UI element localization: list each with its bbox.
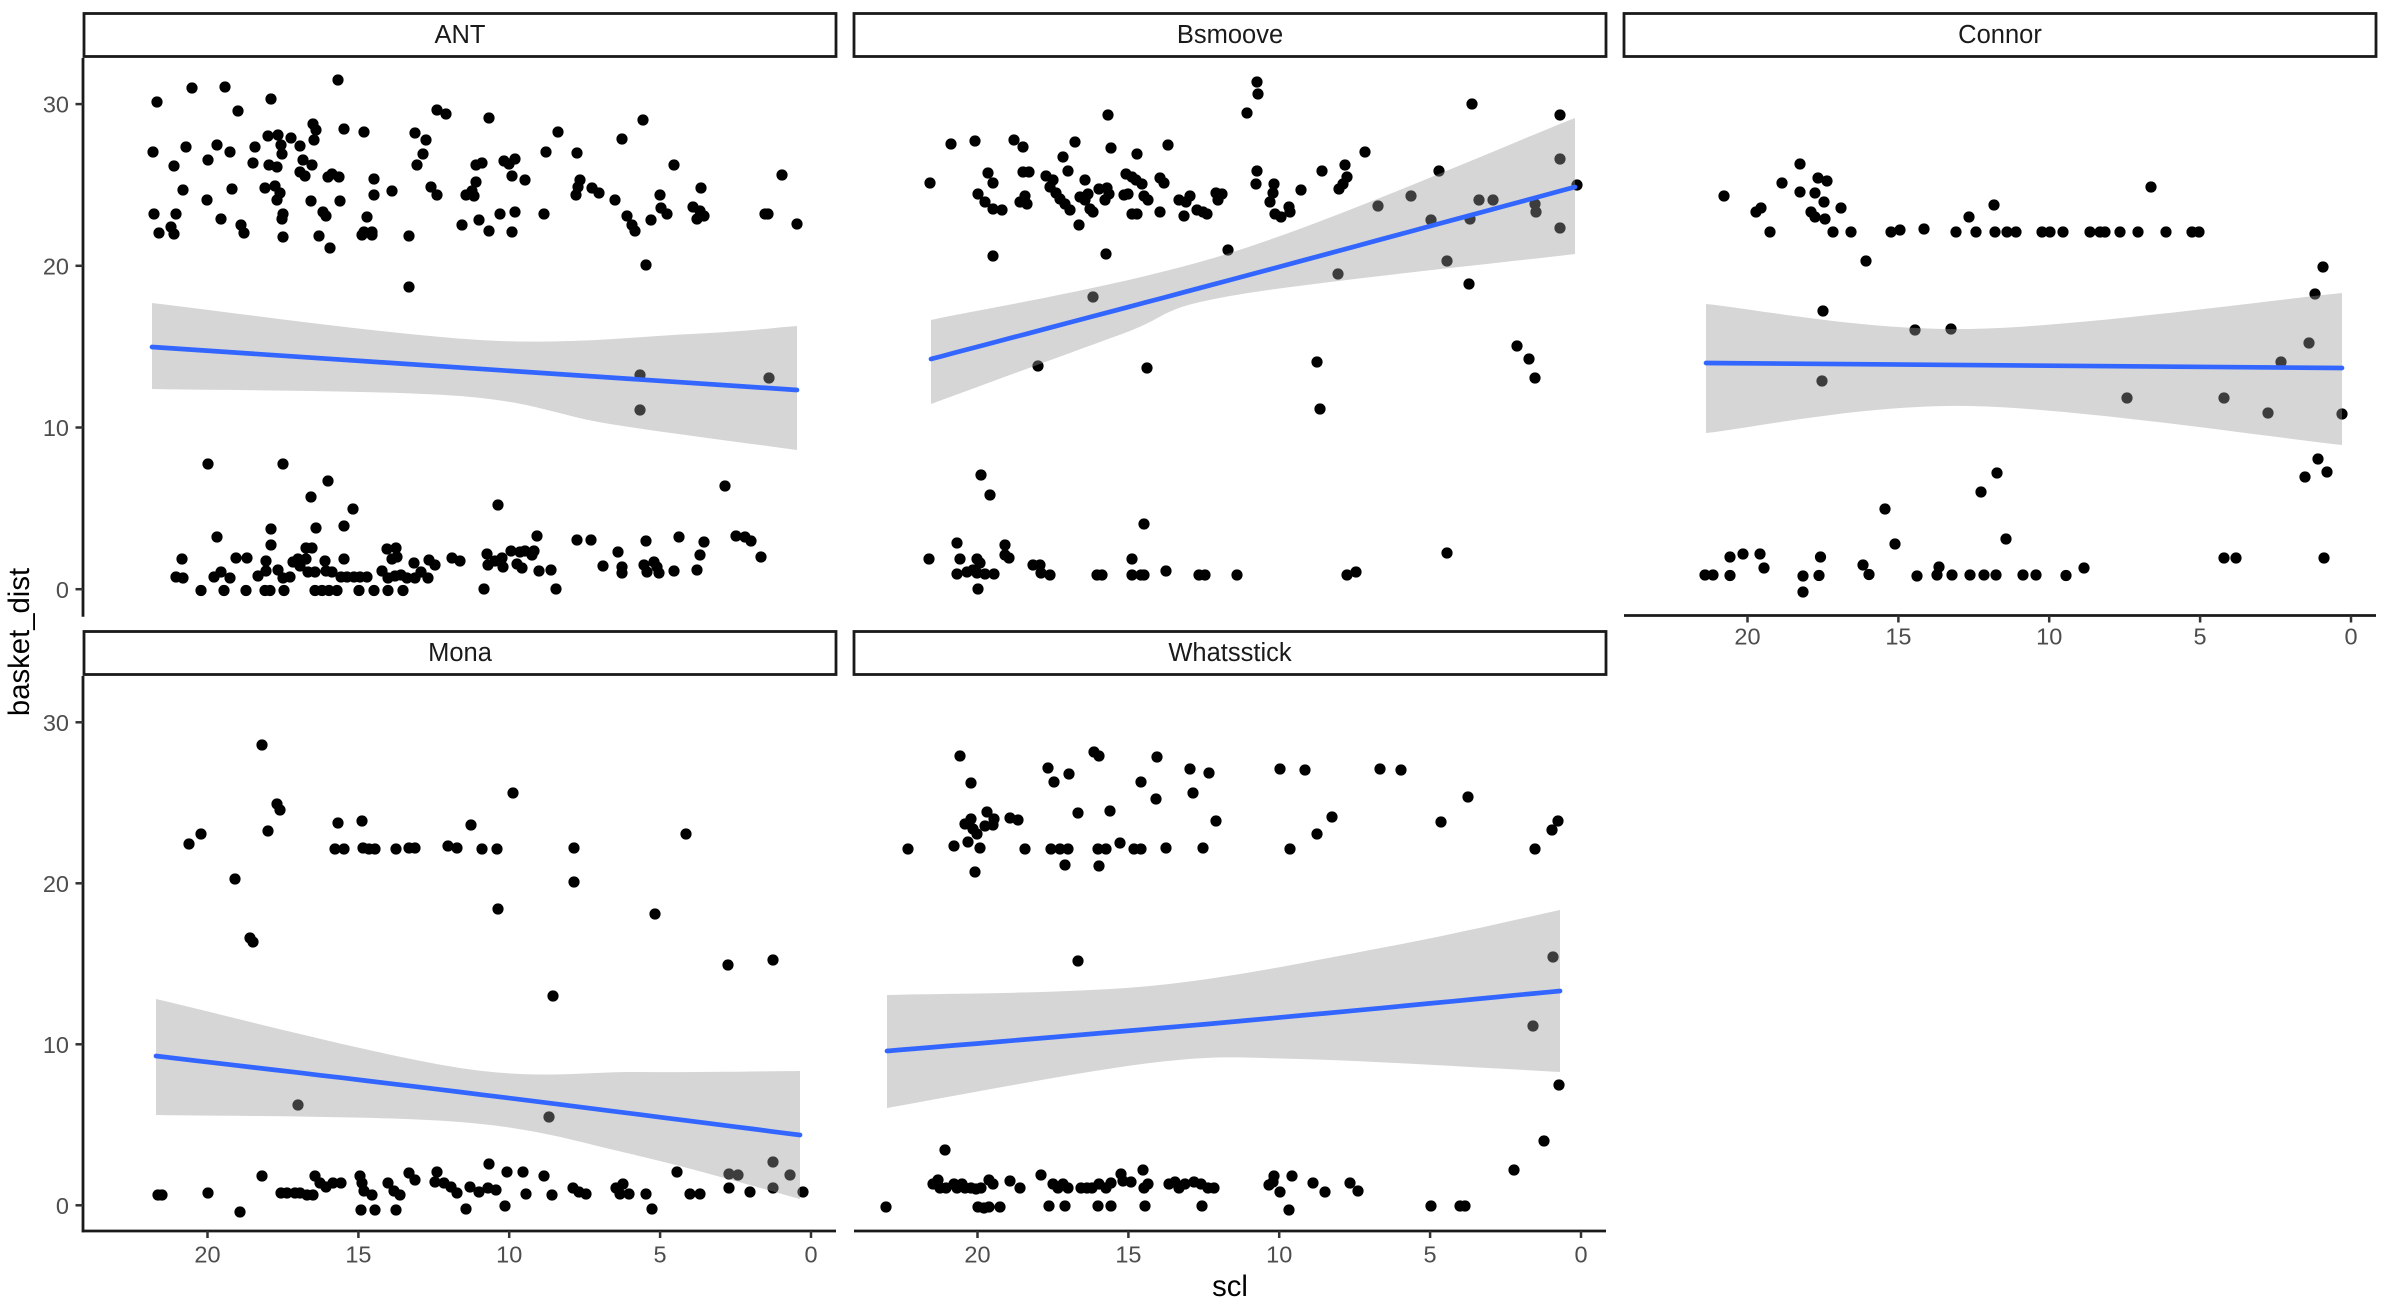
svg-text:Bsmoove: Bsmoove (1177, 21, 1283, 49)
svg-text:15: 15 (1885, 624, 1911, 650)
svg-text:10: 10 (496, 1242, 522, 1268)
svg-text:ANT: ANT (435, 21, 486, 49)
svg-text:5: 5 (2194, 624, 2207, 650)
svg-text:scl: scl (1212, 1270, 1248, 1303)
svg-text:10: 10 (43, 415, 69, 441)
svg-text:Mona: Mona (428, 639, 493, 667)
svg-text:0: 0 (2344, 624, 2357, 650)
svg-text:0: 0 (1574, 1242, 1587, 1268)
svg-text:15: 15 (345, 1242, 371, 1268)
svg-text:20: 20 (43, 871, 69, 897)
svg-text:20: 20 (43, 253, 69, 279)
svg-text:30: 30 (43, 710, 69, 736)
svg-text:5: 5 (1424, 1242, 1437, 1268)
svg-text:Whatsstick: Whatsstick (1168, 639, 1292, 667)
svg-text:10: 10 (1266, 1242, 1292, 1268)
svg-text:Connor: Connor (1958, 21, 2042, 49)
svg-text:10: 10 (43, 1032, 69, 1058)
svg-text:20: 20 (194, 1242, 220, 1268)
svg-text:0: 0 (56, 577, 69, 603)
svg-text:30: 30 (43, 92, 69, 118)
svg-text:15: 15 (1115, 1242, 1141, 1268)
svg-text:10: 10 (2036, 624, 2062, 650)
svg-text:20: 20 (964, 1242, 990, 1268)
svg-text:basket_dist: basket_dist (3, 568, 36, 716)
svg-text:0: 0 (804, 1242, 817, 1268)
svg-text:0: 0 (56, 1193, 69, 1219)
svg-text:20: 20 (1734, 624, 1760, 650)
svg-text:5: 5 (654, 1242, 667, 1268)
